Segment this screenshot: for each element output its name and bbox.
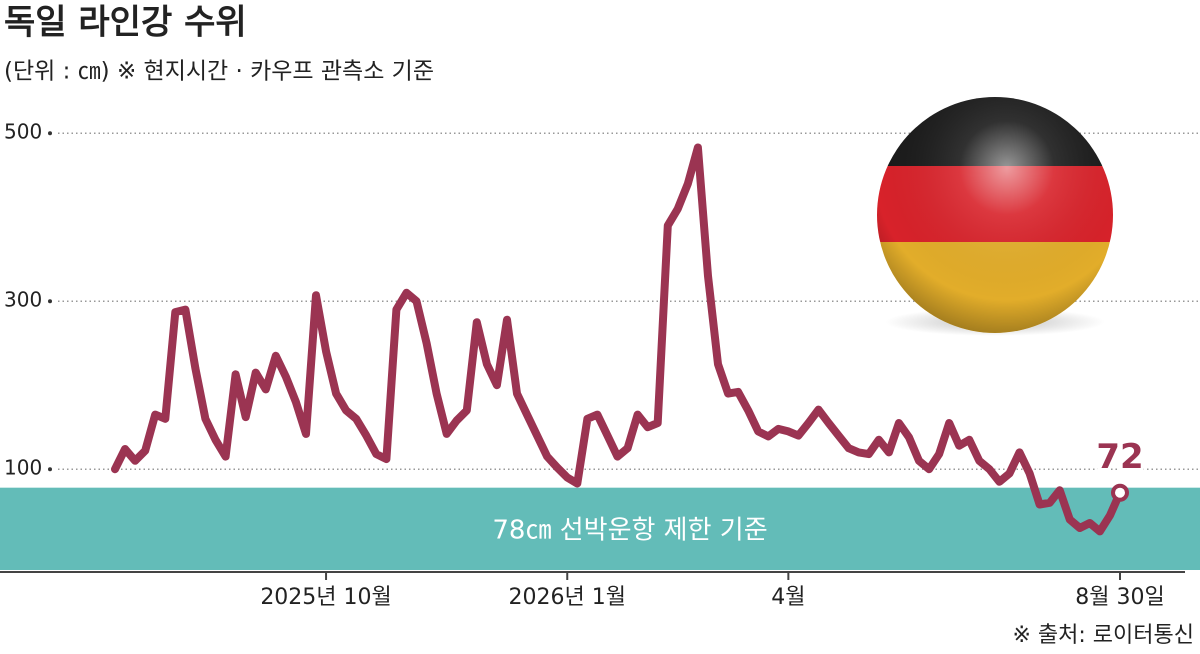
threshold-band — [0, 487, 1200, 570]
y-tick-mark — [48, 131, 52, 136]
last-point — [1111, 483, 1129, 502]
grid-layer: 100 300 500 — [4, 120, 1200, 480]
threshold-label: 78㎝ 선박운항 제한 기준 — [492, 515, 767, 545]
y-tick-label: 500 — [4, 120, 42, 144]
y-tick-mark — [48, 467, 52, 472]
y-tick-label: 300 — [4, 288, 42, 312]
y-tick-mark — [48, 299, 52, 304]
x-tick-label: 2025년 10월 — [260, 585, 391, 610]
source: ※ 출처: 로이터통신 — [1012, 623, 1194, 648]
band-layer: 78㎝ 선박운항 제한 기준 — [0, 487, 1200, 570]
x-tick-label: 4월 — [771, 585, 805, 610]
chart-subtitle: (단위 : ㎝) ※ 현지시간 · 카우프 관측소 기준 — [4, 59, 434, 85]
chart-title: 독일 라인강 수위 — [4, 3, 247, 43]
data-label: 72 — [1096, 437, 1143, 477]
x-tick-label: 8월 30일 — [1075, 585, 1164, 610]
flag-ball — [877, 97, 1113, 336]
main-layer: 2025년 10월 2026년 1월 4월 8월 30일 72 — [0, 143, 1185, 610]
x-tick-label: 2026년 1월 — [509, 585, 626, 610]
data-line — [111, 143, 1124, 536]
y-tick-label: 100 — [4, 456, 42, 480]
